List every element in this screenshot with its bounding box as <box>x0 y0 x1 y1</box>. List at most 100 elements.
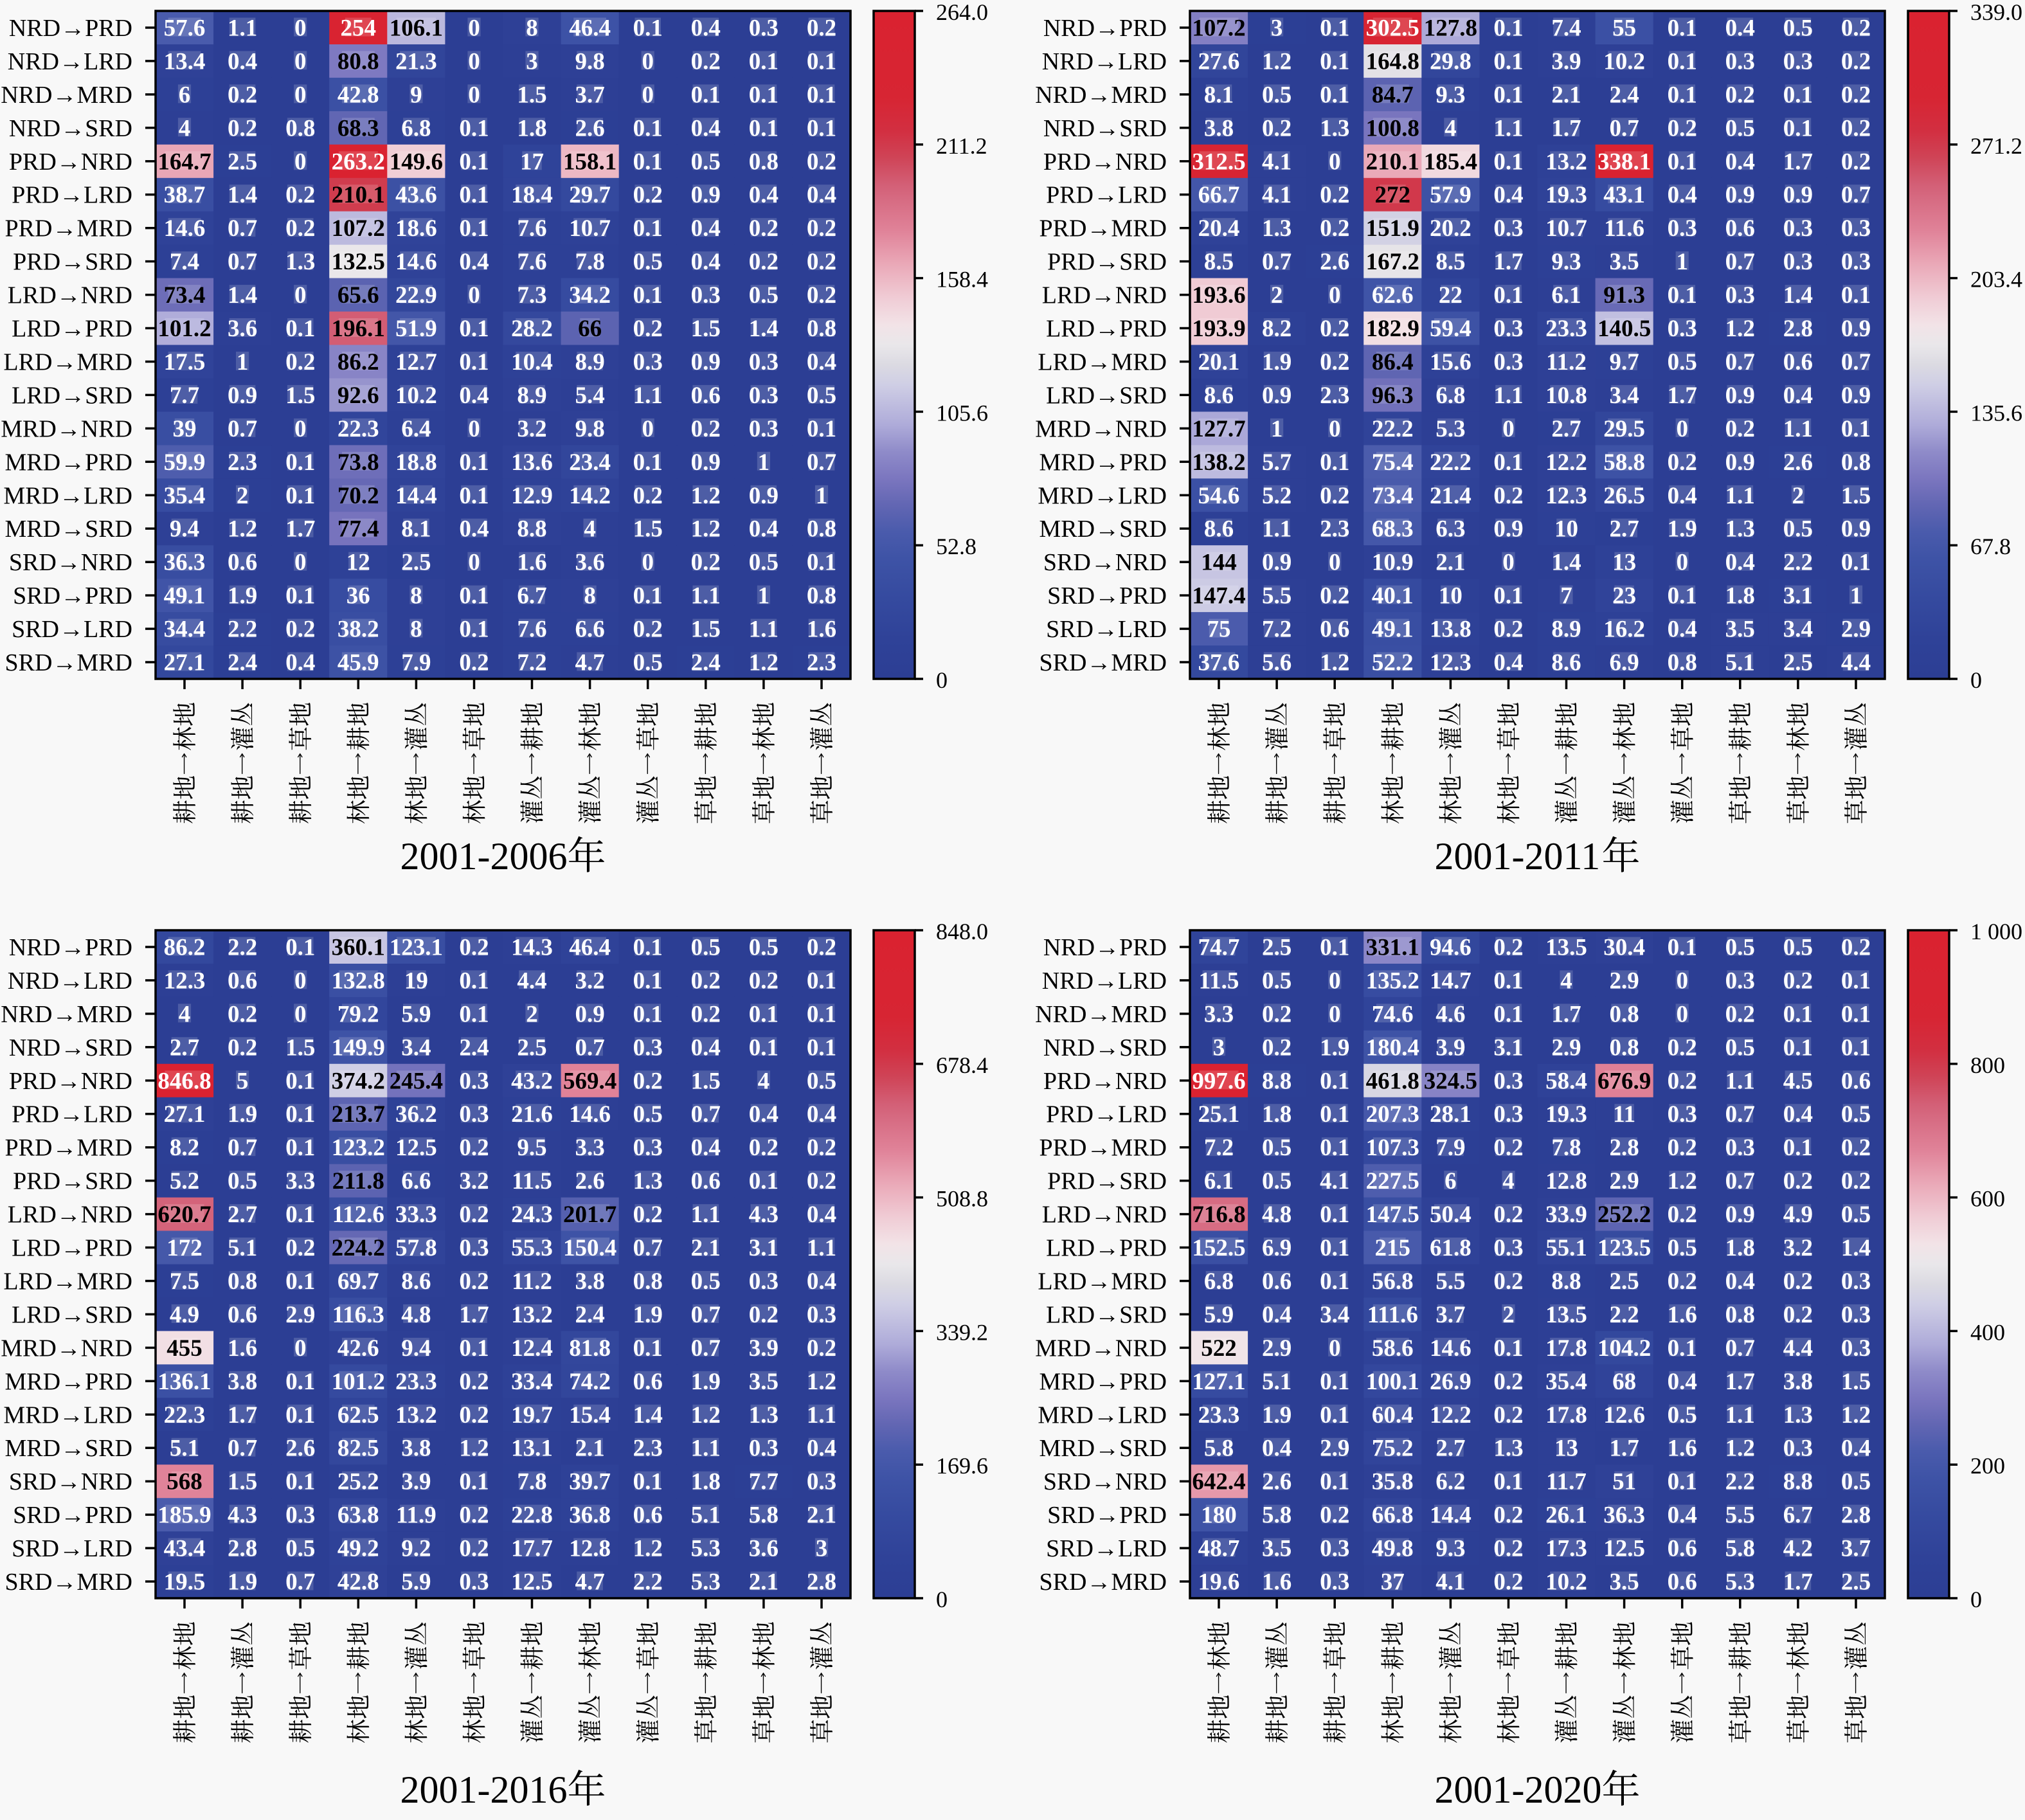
svg-text:22.9: 22.9 <box>395 282 437 309</box>
svg-text:5.1: 5.1 <box>1262 1369 1292 1395</box>
svg-text:10: 10 <box>1554 516 1578 543</box>
svg-text:522: 522 <box>1201 1335 1237 1362</box>
svg-text:312.5: 312.5 <box>1192 149 1245 175</box>
svg-text:58.4: 58.4 <box>1545 1068 1587 1094</box>
svg-text:0.4: 0.4 <box>749 182 779 208</box>
svg-text:1.1: 1.1 <box>691 1202 721 1228</box>
svg-text:0.4: 0.4 <box>691 1034 721 1061</box>
svg-text:3.3: 3.3 <box>575 1135 604 1161</box>
svg-text:620.7: 620.7 <box>158 1202 211 1228</box>
svg-text:0.1: 0.1 <box>459 215 489 242</box>
svg-text:4.9: 4.9 <box>1783 1202 1813 1228</box>
svg-text:1.1: 1.1 <box>691 1436 721 1462</box>
svg-text:0.3: 0.3 <box>459 1235 489 1261</box>
svg-text:0.2: 0.2 <box>1841 48 1871 75</box>
svg-text:0.4: 0.4 <box>807 1101 836 1128</box>
svg-text:339.2: 339.2 <box>936 1319 988 1345</box>
svg-text:2.2: 2.2 <box>1783 550 1813 576</box>
svg-text:0.2: 0.2 <box>1493 1135 1523 1161</box>
svg-text:0.1: 0.1 <box>1320 82 1349 108</box>
svg-text:0.3: 0.3 <box>459 1068 489 1094</box>
svg-text:0.1: 0.1 <box>807 416 836 442</box>
svg-text:0.1: 0.1 <box>1320 1068 1349 1094</box>
svg-text:8.8: 8.8 <box>517 516 546 543</box>
svg-text:569.4: 569.4 <box>563 1068 616 1094</box>
svg-text:0.5: 0.5 <box>1725 935 1755 961</box>
svg-text:0.3: 0.3 <box>807 1469 836 1495</box>
svg-text:0.2: 0.2 <box>1320 583 1349 609</box>
svg-text:0.1: 0.1 <box>633 583 663 609</box>
svg-text:13.4: 13.4 <box>164 48 206 75</box>
svg-text:1.2: 1.2 <box>1841 1402 1871 1428</box>
svg-text:0.1: 0.1 <box>691 82 721 108</box>
svg-text:1 000: 1 000 <box>1970 919 2022 944</box>
svg-text:5.5: 5.5 <box>1436 1268 1465 1295</box>
svg-text:135.6: 135.6 <box>1970 400 2022 426</box>
svg-text:0.5: 0.5 <box>633 249 663 275</box>
svg-text:0.3: 0.3 <box>1668 215 1697 242</box>
svg-text:1.9: 1.9 <box>228 1101 257 1128</box>
svg-text:2.6: 2.6 <box>575 1168 604 1194</box>
svg-text:6.9: 6.9 <box>1609 650 1639 676</box>
svg-text:1: 1 <box>1271 416 1283 442</box>
svg-text:0.6: 0.6 <box>228 968 257 994</box>
svg-text:10.8: 10.8 <box>1545 383 1587 409</box>
svg-text:8.2: 8.2 <box>1262 316 1292 342</box>
svg-text:2.1: 2.1 <box>1436 550 1465 576</box>
svg-text:13: 13 <box>1554 1436 1578 1462</box>
svg-text:0.1: 0.1 <box>749 82 779 108</box>
svg-text:12.4: 12.4 <box>511 1335 553 1362</box>
svg-text:0.3: 0.3 <box>1668 1101 1697 1128</box>
svg-text:185.4: 185.4 <box>1424 149 1477 175</box>
svg-text:158.4: 158.4 <box>936 267 988 293</box>
svg-text:57.9: 57.9 <box>1430 182 1472 208</box>
svg-text:0.2: 0.2 <box>1493 617 1523 643</box>
svg-text:7.6: 7.6 <box>517 215 546 242</box>
svg-text:3.7: 3.7 <box>575 82 604 108</box>
svg-text:23: 23 <box>1612 583 1636 609</box>
svg-text:0.2: 0.2 <box>749 1135 779 1161</box>
svg-text:55.3: 55.3 <box>511 1235 553 1261</box>
svg-text:0: 0 <box>1970 667 1982 693</box>
svg-text:6.1: 6.1 <box>1551 282 1581 309</box>
svg-text:1.8: 1.8 <box>1725 583 1755 609</box>
svg-text:0.4: 0.4 <box>1725 550 1755 576</box>
svg-text:0.2: 0.2 <box>1262 115 1292 141</box>
svg-text:1.2: 1.2 <box>691 516 721 543</box>
svg-text:0.3: 0.3 <box>1493 215 1523 242</box>
svg-text:0.7: 0.7 <box>691 1335 721 1362</box>
svg-text:3.4: 3.4 <box>1783 617 1813 643</box>
svg-text:2.8: 2.8 <box>228 1536 257 1562</box>
svg-text:1.3: 1.3 <box>633 1168 663 1194</box>
svg-text:0.1: 0.1 <box>285 1101 315 1128</box>
svg-text:2.3: 2.3 <box>1320 516 1349 543</box>
svg-text:7.6: 7.6 <box>517 249 546 275</box>
svg-text:0.2: 0.2 <box>807 215 836 242</box>
svg-text:0.2: 0.2 <box>1493 1536 1523 1562</box>
svg-text:2.8: 2.8 <box>1783 316 1813 342</box>
svg-text:0: 0 <box>468 282 480 309</box>
svg-text:3.9: 3.9 <box>1551 48 1581 75</box>
svg-text:1.6: 1.6 <box>517 550 546 576</box>
svg-text:0.4: 0.4 <box>1725 15 1755 42</box>
svg-text:22.3: 22.3 <box>338 416 379 442</box>
svg-text:0.1: 0.1 <box>285 1068 315 1094</box>
svg-text:0.4: 0.4 <box>459 516 489 543</box>
svg-text:1.1: 1.1 <box>749 617 779 643</box>
svg-text:59.4: 59.4 <box>1430 316 1472 342</box>
svg-text:17.8: 17.8 <box>1545 1402 1587 1428</box>
svg-text:0: 0 <box>1329 968 1341 994</box>
svg-text:2.5: 2.5 <box>401 550 431 576</box>
svg-text:0.2: 0.2 <box>1841 115 1871 141</box>
svg-text:0.5: 0.5 <box>228 1168 257 1194</box>
svg-text:2.4: 2.4 <box>228 650 257 676</box>
svg-text:5.5: 5.5 <box>1262 583 1292 609</box>
svg-text:3.2: 3.2 <box>459 1168 489 1194</box>
svg-text:4: 4 <box>179 1001 191 1027</box>
svg-text:1.5: 1.5 <box>691 1068 721 1094</box>
svg-text:4.2: 4.2 <box>1783 1536 1813 1562</box>
svg-text:0.1: 0.1 <box>1783 1001 1813 1027</box>
svg-text:127.8: 127.8 <box>1424 15 1477 42</box>
svg-text:0.1: 0.1 <box>1668 82 1697 108</box>
svg-text:1.4: 1.4 <box>749 316 779 342</box>
